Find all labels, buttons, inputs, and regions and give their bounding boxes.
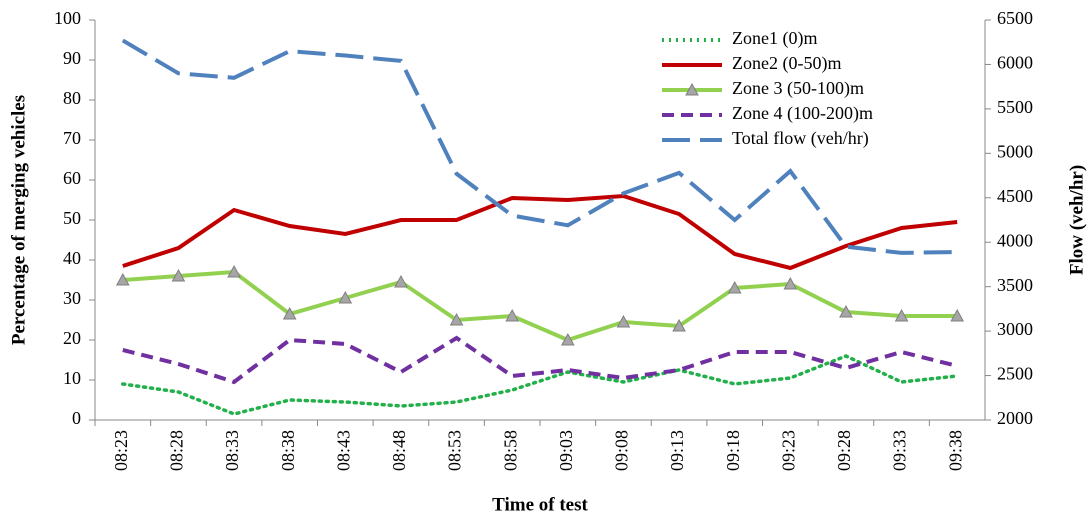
series-line [122, 193, 958, 271]
point-marker [449, 312, 464, 326]
x-tick-label: 09:38 [945, 430, 965, 471]
point-marker [338, 290, 353, 304]
x-tick-label: 08:43 [333, 430, 353, 471]
point-marker [616, 314, 631, 328]
x-tick-label: 09:33 [890, 430, 910, 471]
x-tick-label: 09:23 [778, 430, 798, 471]
y2-tick-label: 5500 [997, 97, 1033, 117]
y-axis-title: Percentage of merging vehicles [8, 95, 29, 345]
x-tick-label: 08:58 [500, 430, 520, 471]
point-marker [672, 318, 686, 332]
y2-tick-label: 6500 [997, 8, 1033, 28]
y2-tick-label: 3000 [997, 319, 1033, 339]
y-tick-label: 0 [72, 408, 81, 428]
y-tick-label: 100 [54, 8, 81, 28]
y2-tick-label: 2000 [997, 408, 1033, 428]
y-tick-label: 80 [63, 88, 81, 108]
series-line [122, 269, 958, 343]
point-marker [394, 274, 408, 288]
series-line [121, 354, 959, 416]
x-tick-label: 08:28 [167, 430, 187, 471]
legend-label: Total flow (veh/hr) [732, 128, 869, 149]
series-line [122, 335, 958, 385]
point-marker [115, 272, 130, 286]
point-marker [282, 306, 297, 320]
y-tick-label: 10 [63, 368, 81, 388]
legend-label: Zone2 (0-50)m [732, 53, 841, 74]
y-tick-label: 40 [63, 248, 81, 268]
point-marker [171, 268, 186, 282]
y2-tick-label: 6000 [997, 53, 1033, 73]
x-tick-label: 08:33 [222, 430, 242, 471]
x-tick-label: 09:03 [556, 430, 576, 471]
point-marker [560, 332, 575, 346]
legend-label: Zone 3 (50-100)m [732, 78, 864, 99]
point-marker [727, 280, 742, 294]
y2-tick-label: 4500 [997, 186, 1033, 206]
y2-tick-label: 2500 [997, 364, 1033, 384]
x-tick-label: 09:08 [612, 430, 632, 471]
y2-tick-label: 3500 [997, 275, 1033, 295]
x-tick-label: 08:38 [278, 430, 298, 471]
x-tick-label: 09:18 [723, 430, 743, 471]
legend-marker [685, 82, 699, 96]
point-marker [783, 276, 798, 290]
x-tick-label: 09:28 [834, 430, 854, 471]
y-tick-label: 90 [63, 48, 81, 68]
x-axis-title: Time of test [492, 494, 588, 515]
point-marker [950, 308, 965, 322]
series-line [121, 38, 958, 255]
point-marker [227, 264, 241, 278]
y-tick-label: 20 [63, 328, 81, 348]
x-tick-label: 08:48 [389, 430, 409, 471]
legend-label: Zone1 (0)m [732, 28, 817, 49]
y-tick-label: 50 [63, 208, 81, 228]
y-tick-label: 30 [63, 288, 81, 308]
y2-tick-label: 5000 [997, 141, 1033, 161]
y2-axis-title: Flow (veh/hr) [1066, 165, 1087, 275]
y-tick-label: 70 [63, 128, 81, 148]
y-tick-label: 60 [63, 168, 81, 188]
y2-tick-label: 4000 [997, 230, 1033, 250]
point-marker [839, 304, 853, 318]
x-tick-label: 09:13 [667, 430, 687, 471]
point-marker [894, 308, 909, 322]
point-marker [505, 308, 520, 322]
legend-label: Zone 4 (100-200)m [732, 103, 873, 124]
x-tick-label: 08:53 [445, 430, 465, 471]
x-tick-label: 08:23 [111, 430, 131, 471]
